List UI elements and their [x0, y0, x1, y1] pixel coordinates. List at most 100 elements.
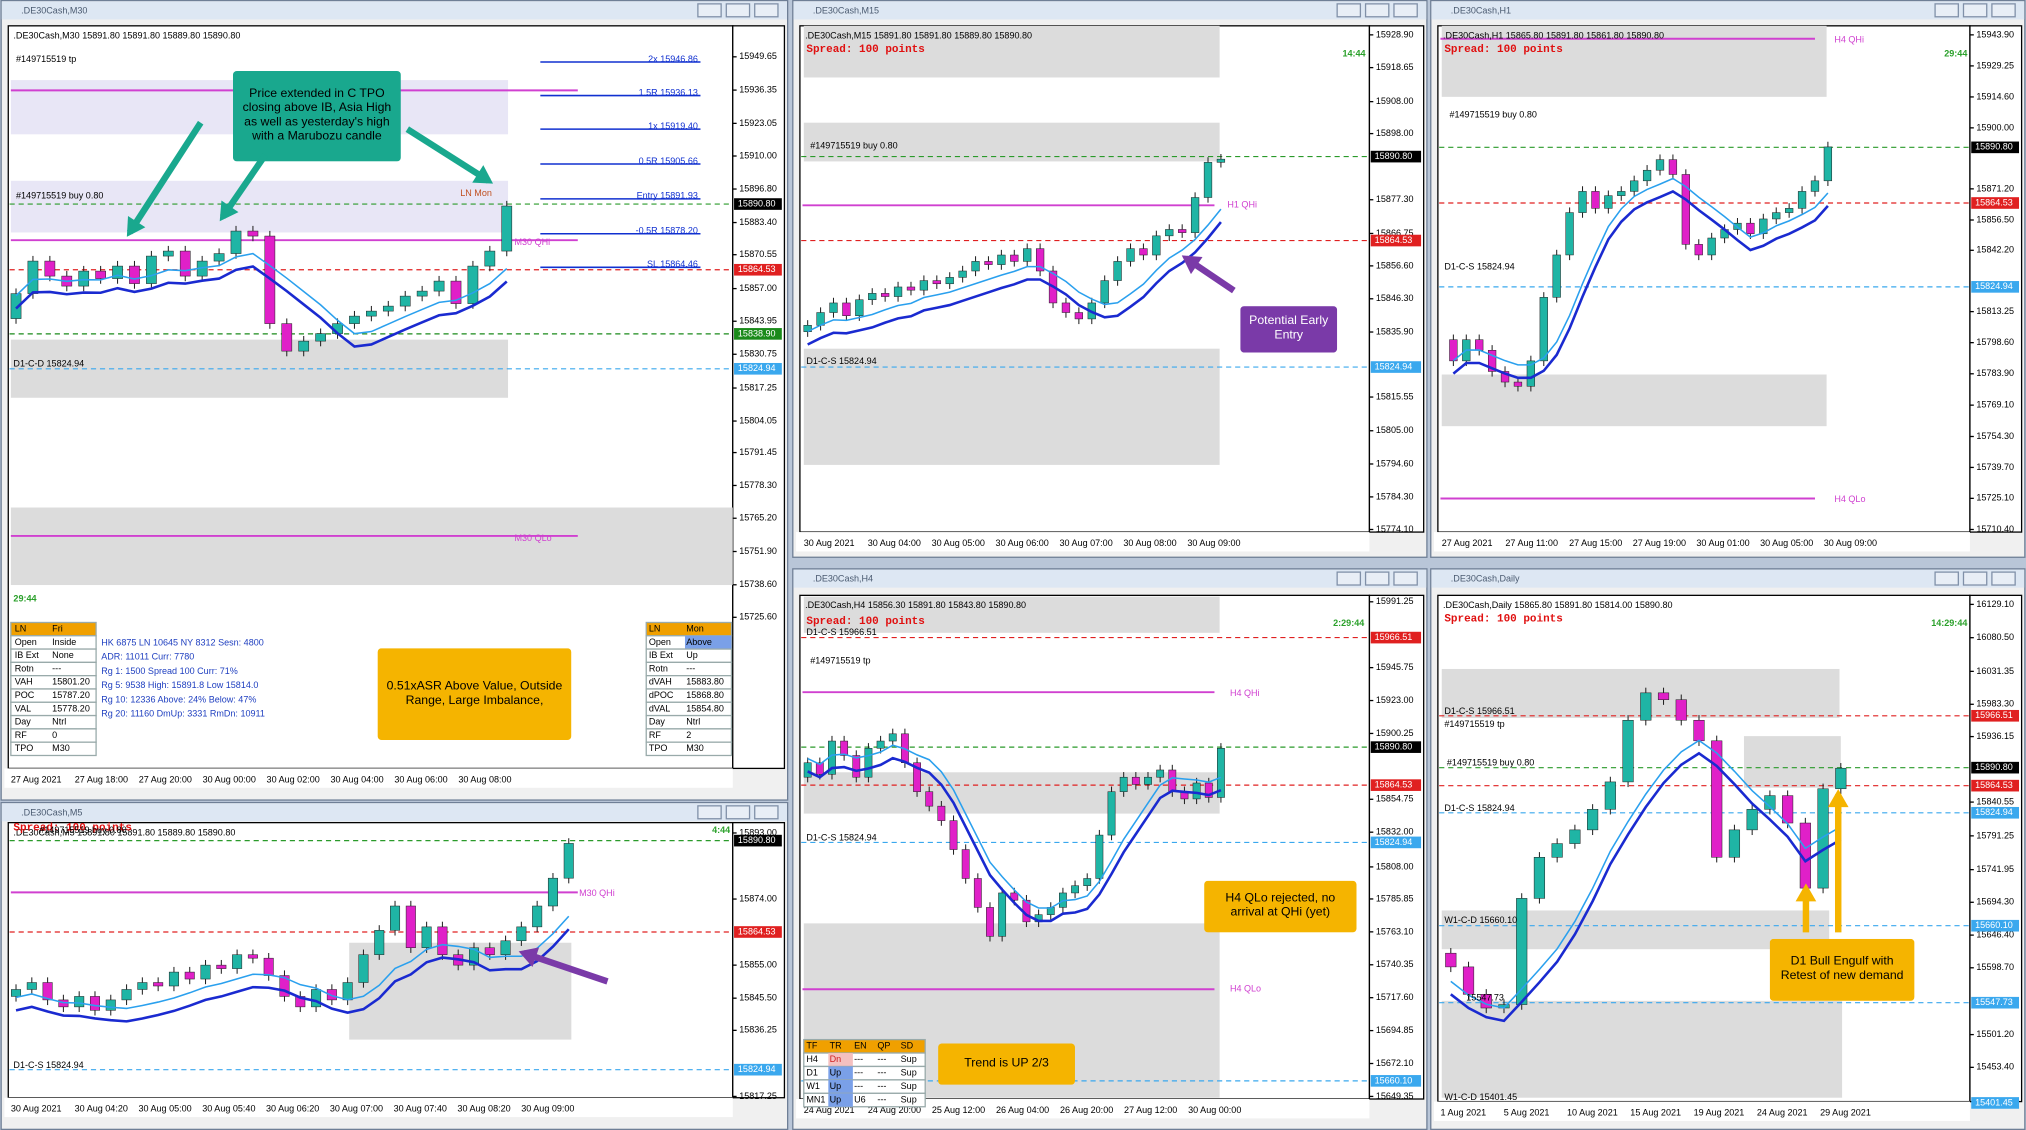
time-axis — [796, 1099, 1370, 1119]
annotation: H4 QLo rejected, no arrival at QHi (yet) — [1204, 880, 1357, 933]
price-tick-label: 15798.60 — [1976, 337, 2014, 347]
price-flag — [1971, 806, 2020, 819]
candle — [153, 982, 164, 987]
candle — [1604, 195, 1613, 209]
price-tick-label: 15774.10 — [1376, 524, 1414, 534]
window-button[interactable] — [725, 805, 751, 820]
candle — [1642, 169, 1652, 182]
candle — [1178, 229, 1187, 233]
price-flag-label: 15864.53 — [1375, 235, 1413, 245]
table-cell: --- — [877, 1068, 886, 1078]
bar-timer: 29:44 — [13, 594, 36, 604]
window-button[interactable] — [1336, 3, 1362, 18]
time-label: 29 Aug 2021 — [1820, 1108, 1871, 1118]
table-cell: RF — [649, 730, 662, 740]
window-button[interactable] — [725, 3, 751, 18]
table-cell: Dn — [830, 1054, 842, 1064]
price-tick-label: 15883.40 — [739, 217, 777, 227]
annotation-arrow — [405, 126, 491, 184]
table-cell: --- — [52, 663, 61, 673]
price-tick-label: 15717.60 — [1376, 992, 1414, 1002]
table-cell: TF — [806, 1041, 818, 1051]
window-button[interactable] — [1364, 571, 1390, 586]
candle — [949, 820, 958, 850]
candle — [437, 926, 448, 955]
window-button[interactable] — [1336, 571, 1362, 586]
arrow-head — [1827, 789, 1849, 808]
price-tick-label: 15649.35 — [1376, 1091, 1414, 1101]
window-button[interactable] — [1991, 3, 2016, 18]
window-button[interactable] — [1934, 3, 1959, 18]
price-tick-label: 15725.60 — [739, 612, 777, 622]
candle — [1694, 244, 1703, 256]
table-cell: 15778.20 — [52, 703, 90, 713]
level-label: 15547.73 — [1466, 993, 1504, 1003]
price-axis — [732, 821, 786, 1099]
window-button[interactable] — [1364, 3, 1390, 18]
annotation-arrow — [126, 120, 204, 235]
price-flag-label: 15890.80 — [1375, 151, 1413, 161]
price-flag-label: 15824.94 — [738, 363, 776, 373]
window-button[interactable] — [754, 3, 779, 18]
moving-average — [15, 928, 570, 1023]
table-cell: Up — [686, 650, 698, 660]
candle — [1449, 339, 1458, 362]
table-cell: --- — [854, 1081, 863, 1091]
candle — [468, 947, 479, 966]
candle — [1587, 809, 1599, 831]
price-tick-label: 15832.00 — [1376, 827, 1414, 837]
price-axis — [1368, 25, 1425, 533]
zone-box — [1441, 374, 1827, 427]
price-tick-label: 15738.60 — [739, 579, 777, 589]
title-bar — [793, 569, 1427, 588]
price-tick-label: 15896.80 — [739, 183, 777, 193]
time-label: 25 Aug 12:00 — [932, 1105, 985, 1115]
price-tick-label: 15893.00 — [739, 827, 777, 837]
time-label: 30 Aug 08:20 — [457, 1104, 510, 1114]
price-tick-label: 15453.40 — [1976, 1062, 2014, 1072]
candle — [1144, 776, 1152, 785]
window-button[interactable] — [1962, 3, 1988, 18]
price-tick-label: 15846.30 — [1376, 293, 1414, 303]
candle — [1156, 769, 1165, 778]
window-button[interactable] — [1934, 571, 1959, 586]
table-cell: dVAL — [649, 703, 670, 713]
price-tick-label: 15908.00 — [1376, 96, 1414, 106]
candle — [971, 261, 980, 272]
chart-header: .DE30Cash,M5 15891.80 15891.80 15889.80 … — [13, 827, 235, 837]
window-button[interactable] — [1393, 3, 1418, 18]
table-cell: Up — [830, 1094, 842, 1104]
moving-average — [807, 221, 1222, 346]
time-label: 24 Aug 20:00 — [868, 1105, 921, 1115]
level-label: 2x 15946.86 — [648, 54, 698, 64]
candle — [932, 280, 941, 285]
price-tick-label: 15791.25 — [1976, 830, 2014, 840]
price-tick-label: 15836.25 — [739, 1025, 777, 1035]
price-flag-label: 15890.80 — [1375, 742, 1413, 752]
window-button[interactable] — [697, 805, 722, 820]
chart-header: .DE30Cash,M30 15891.80 15891.80 15889.80… — [13, 31, 240, 41]
table-cell: 15868.80 — [686, 690, 724, 700]
price-flag — [1971, 761, 2020, 774]
price-flag-label: 15824.94 — [1375, 361, 1413, 371]
window-button[interactable] — [1962, 571, 1988, 586]
window-button[interactable] — [697, 3, 722, 18]
moving-average — [1450, 751, 1842, 1023]
title-bar — [1431, 1, 2025, 20]
chart-header: .DE30Cash,H4 15856.30 15891.80 15843.80 … — [805, 600, 1026, 610]
zone-box — [803, 596, 1220, 633]
window-button[interactable] — [754, 805, 779, 820]
price-tick-label: 15983.30 — [1976, 699, 2014, 709]
trend-cell-bg — [828, 1066, 853, 1080]
price-flag — [1971, 996, 2020, 1009]
price-tick-label: 15830.75 — [739, 349, 777, 359]
candle — [263, 957, 274, 976]
table-cell: U6 — [854, 1094, 866, 1104]
table-cell: QP — [877, 1041, 890, 1051]
spread-label: Spread: 100 points — [806, 616, 924, 628]
window-button[interactable] — [1991, 571, 2016, 586]
window-button[interactable] — [1393, 571, 1418, 586]
candle — [247, 230, 259, 237]
price-tick-label: 15763.10 — [1376, 926, 1414, 936]
candle — [137, 982, 148, 990]
